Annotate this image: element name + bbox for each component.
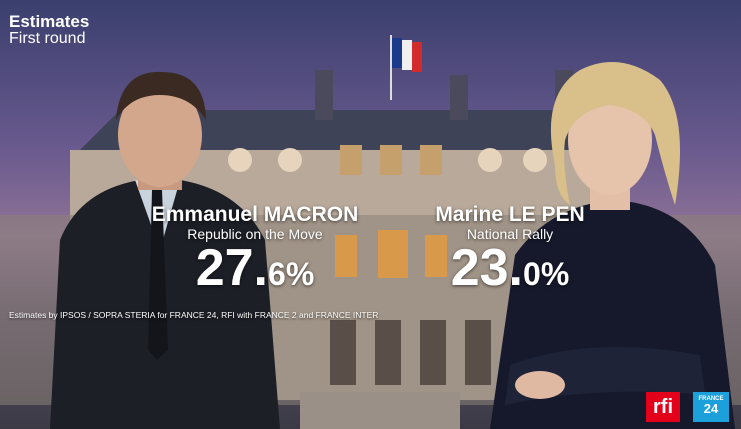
candidate-name: Marine LE PEN	[435, 203, 585, 226]
candidate-name: Emmanuel MACRON	[151, 203, 359, 226]
pct-whole: 23.	[450, 239, 524, 297]
header-title: Estimates	[9, 12, 90, 31]
palace-steps	[300, 392, 460, 429]
candidate-macron: Emmanuel MACRON Republic on the Move 27.…	[135, 203, 375, 298]
result-header: Estimates First round	[9, 13, 89, 48]
pct-whole: 27.	[195, 239, 269, 297]
chimney	[315, 70, 333, 120]
chimney	[450, 75, 468, 120]
candidate-party: National Rally	[466, 226, 554, 242]
candidate-percentage: 27.6%	[135, 238, 375, 298]
pct-fraction: 0%	[523, 256, 570, 292]
candidate-le-pen: Marine LE PEN National Rally 23.0%	[400, 203, 620, 298]
le-pen-photo	[490, 62, 735, 429]
candidate-percentage: 23.0%	[400, 238, 620, 298]
french-flag-icon	[392, 38, 422, 72]
header-subtitle: First round	[9, 29, 86, 47]
palace-roof	[80, 110, 600, 150]
france24-logo-bottom: 24	[703, 401, 719, 416]
macron-photo	[50, 71, 280, 429]
candidate-party: Republic on the Move	[187, 226, 323, 242]
rfi-logo-icon: rfi	[646, 392, 680, 422]
pct-fraction: 6%	[268, 256, 315, 292]
france24-logo-icon: FRANCE 24	[693, 392, 729, 422]
france24-logo-top: FRANCE	[698, 396, 724, 402]
source-note: Estimates by IPSOS / SOPRA STERIA for FR…	[9, 310, 379, 320]
